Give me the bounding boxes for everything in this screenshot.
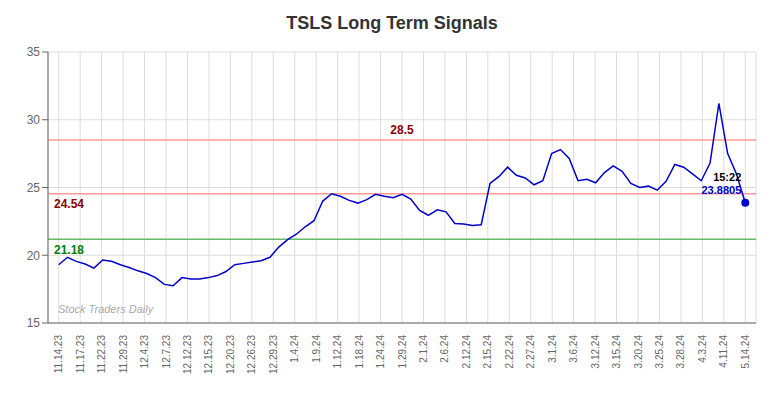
svg-text:1.4.24: 1.4.24 (289, 335, 300, 363)
svg-text:3.20.24: 3.20.24 (633, 335, 644, 369)
svg-text:25: 25 (27, 181, 41, 195)
svg-text:15:22: 15:22 (713, 171, 741, 183)
svg-text:30: 30 (27, 113, 41, 127)
svg-text:3.12.24: 3.12.24 (590, 335, 601, 369)
svg-text:3.15.24: 3.15.24 (611, 335, 622, 369)
svg-text:21.18: 21.18 (54, 243, 84, 257)
svg-text:2.12.24: 2.12.24 (461, 335, 472, 369)
svg-text:12.15.23: 12.15.23 (203, 335, 214, 374)
svg-text:11.22.23: 11.22.23 (96, 335, 107, 374)
svg-text:1.12.24: 1.12.24 (332, 335, 343, 369)
svg-text:2.22.24: 2.22.24 (504, 335, 515, 369)
html-text:TSLS Long Term Signals: TSLS Long Term Signals (286, 13, 498, 33)
svg-text:12.7.23: 12.7.23 (161, 335, 172, 369)
svg-text:11.14.23: 11.14.23 (53, 335, 64, 374)
svg-text:12.20.23: 12.20.23 (225, 335, 236, 374)
svg-text:2.15.24: 2.15.24 (482, 335, 493, 369)
svg-text:2.1.24: 2.1.24 (418, 335, 429, 363)
svg-text:1.24.24: 1.24.24 (375, 335, 386, 369)
svg-text:35: 35 (27, 45, 41, 59)
svg-text:11.29.23: 11.29.23 (118, 335, 129, 374)
svg-text:1.9.24: 1.9.24 (311, 335, 322, 363)
svg-text:4.3.24: 4.3.24 (697, 335, 708, 363)
svg-text:2.6.24: 2.6.24 (439, 335, 450, 363)
html-text:Stock Traders Daily: Stock Traders Daily (58, 303, 154, 315)
svg-text:3.25.24: 3.25.24 (654, 335, 665, 369)
svg-text:1.18.24: 1.18.24 (354, 335, 365, 369)
svg-text:12.26.23: 12.26.23 (246, 335, 257, 374)
svg-text:1.29.24: 1.29.24 (397, 335, 408, 369)
svg-text:24.54: 24.54 (54, 197, 84, 211)
svg-text:15: 15 (27, 316, 41, 330)
svg-text:12.4.23: 12.4.23 (139, 335, 150, 369)
svg-text:4.11.24: 4.11.24 (718, 335, 729, 368)
svg-text:12.12.23: 12.12.23 (182, 335, 193, 374)
svg-text:20: 20 (27, 249, 41, 263)
svg-text:28.5: 28.5 (390, 123, 414, 137)
svg-text:3.1.24: 3.1.24 (547, 335, 558, 363)
svg-text:3.28.24: 3.28.24 (675, 335, 686, 369)
svg-text:12.29.23: 12.29.23 (268, 335, 279, 374)
svg-text:11.17.23: 11.17.23 (75, 335, 86, 374)
svg-text:23.8805: 23.8805 (702, 184, 742, 196)
svg-text:3.6.24: 3.6.24 (568, 335, 579, 363)
svg-text:5.14.24: 5.14.24 (740, 335, 751, 369)
svg-text:2.27.24: 2.27.24 (525, 335, 536, 369)
